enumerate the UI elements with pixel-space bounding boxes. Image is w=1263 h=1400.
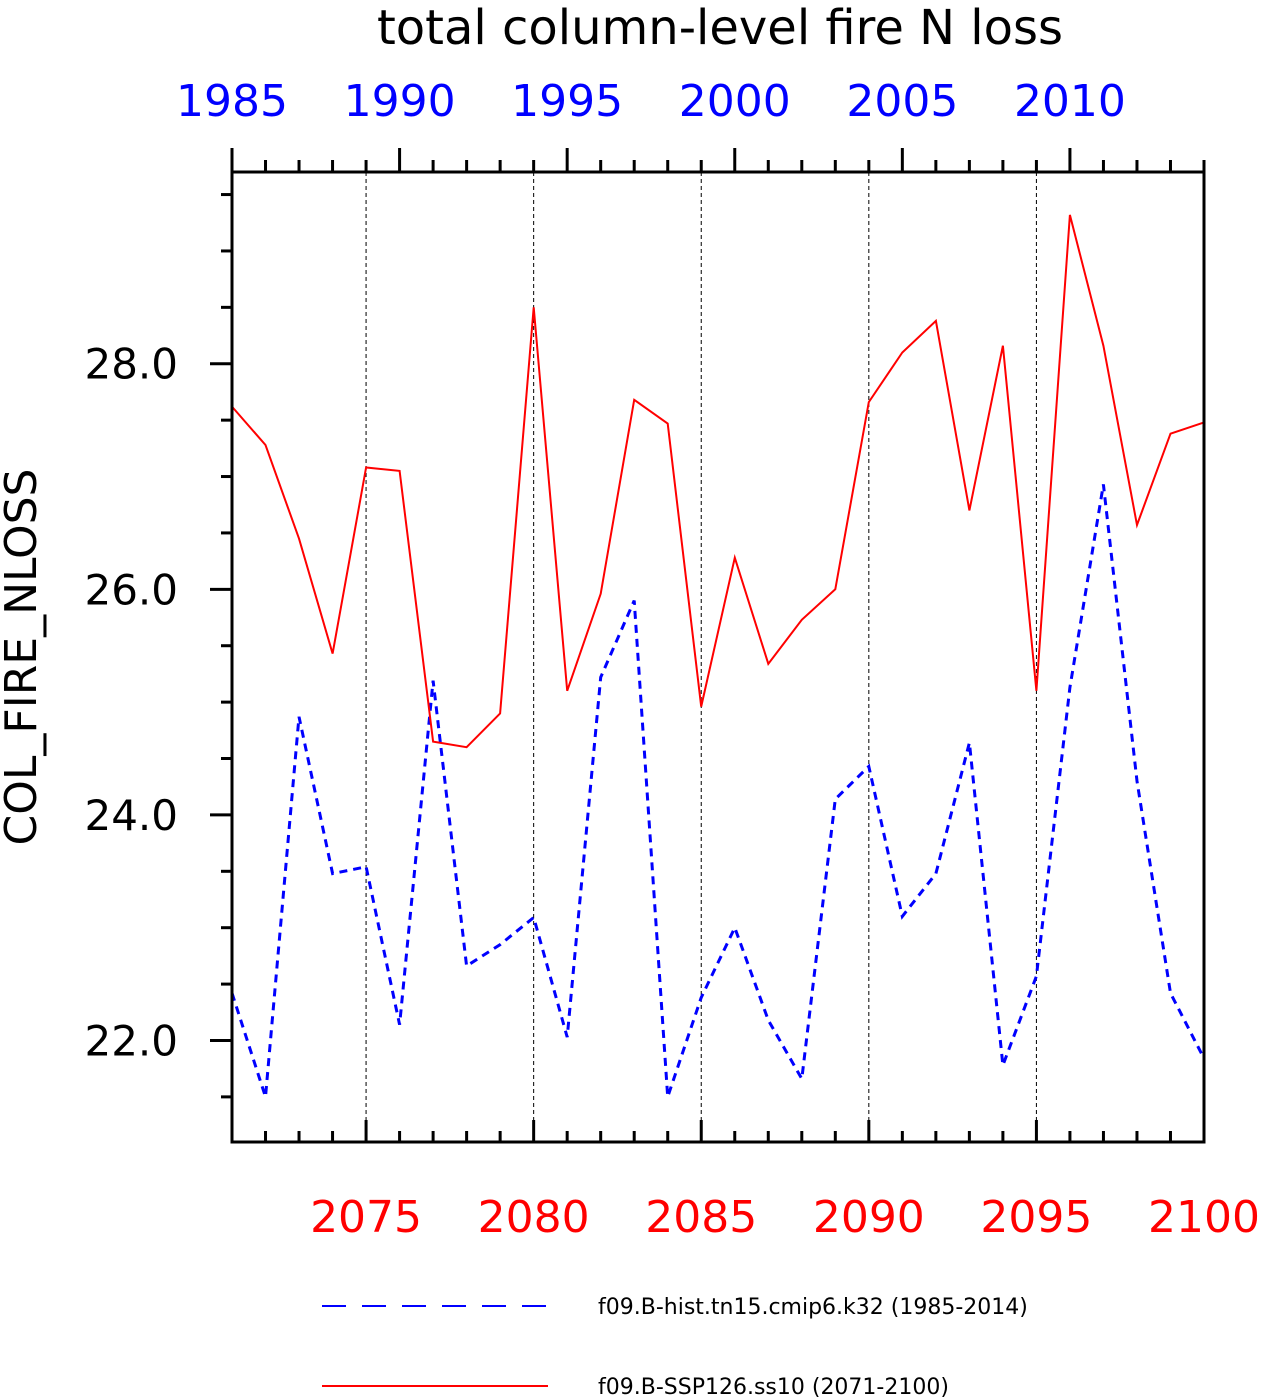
bottom-tick-label: 2075 [310, 1192, 422, 1243]
bottom-tick-label: 2100 [1148, 1192, 1260, 1243]
chart-title: total column-level fire N loss [377, 0, 1063, 56]
bottom-tick-label: 2085 [645, 1192, 757, 1243]
bottom-tick-label: 2080 [478, 1192, 590, 1243]
y-tick-label: 28.0 [84, 340, 178, 389]
plot-frame [230, 170, 1206, 1144]
axis-ticks [210, 148, 1206, 1142]
y-tick-label: 26.0 [84, 565, 178, 614]
grid-lines [365, 172, 1037, 1142]
y-tick-label: 24.0 [84, 791, 178, 840]
legend-label: f09.B-SSP126.ss10 (2071-2100) [598, 1375, 949, 1400]
top-tick-label: 2000 [679, 76, 791, 127]
legend: f09.B-hist.tn15.cmip6.k32 (1985-2014) f09… [322, 1295, 1028, 1400]
series-line-hist [230, 484, 1206, 1098]
top-tick-label: 1990 [344, 76, 456, 127]
axis-tick-labels: 2075 2080 2085 2090 2095 2100 1985 1990 1995 2000… [84, 76, 1260, 1243]
series-line-ssp126 [231, 214, 1205, 749]
top-tick-label: 2005 [846, 76, 958, 127]
legend-label: f09.B-hist.tn15.cmip6.k32 (1985-2014) [598, 1295, 1028, 1320]
y-tick-label: 22.0 [84, 1016, 178, 1065]
bottom-tick-label: 2095 [980, 1192, 1092, 1243]
bottom-tick-label: 2090 [813, 1192, 925, 1243]
y-axis-label: COL_FIRE_NLOSS [0, 469, 47, 846]
top-tick-label: 2010 [1014, 76, 1126, 127]
top-tick-label: 1985 [176, 76, 288, 127]
series-group [230, 214, 1206, 1098]
top-tick-label: 1995 [511, 76, 623, 127]
